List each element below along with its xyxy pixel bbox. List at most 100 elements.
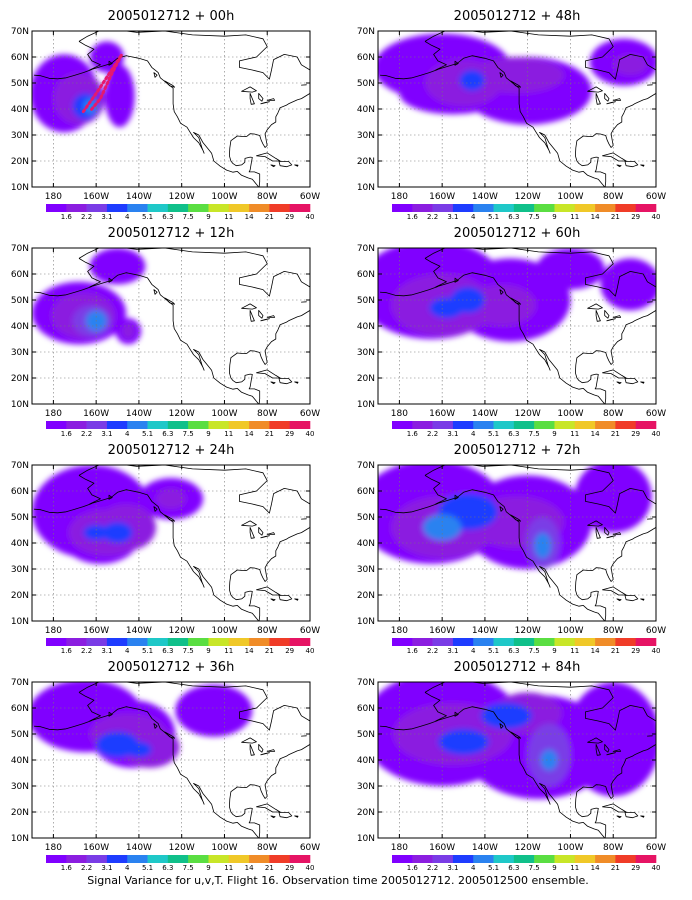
coastline-segment — [311, 730, 325, 742]
coastline-segment — [241, 86, 257, 93]
variance-contour — [480, 702, 532, 729]
lat-label: 30N — [357, 782, 375, 792]
colorbar-label: 7.5 — [183, 647, 194, 655]
colorbar-label: 9 — [552, 864, 556, 872]
coastline — [380, 31, 671, 187]
colorbar-swatch — [208, 638, 230, 646]
lat-label: 20N — [11, 808, 29, 818]
coastline-segment — [510, 731, 521, 739]
lon-label: 100W — [211, 409, 237, 419]
colorbar-label: 9 — [552, 430, 556, 438]
lon-label: 140W — [126, 192, 152, 202]
lat-label: 70N — [357, 461, 375, 471]
coastline-segment — [499, 506, 504, 512]
coastline-segment — [260, 101, 270, 105]
lat-label: 30N — [11, 348, 29, 358]
colorbar-swatch — [86, 638, 108, 646]
map-panel: 2005012712 + 12h 10N 20N 30N 40N 50N 60N 70N 180… — [11, 226, 320, 438]
colorbar: 1.6 2.2 3.1 4 5.1 6.3 7.5 9 11 14 21 29 40 — [46, 855, 314, 872]
coastline-segment — [278, 161, 293, 168]
colorbar-swatch — [228, 204, 250, 212]
variance-contour — [422, 514, 462, 541]
lon-label: 80W — [603, 626, 623, 636]
coastline-segment — [612, 98, 622, 101]
map-panel: 2005012712 + 36h 10N 20N 30N 40N 50N 60N 70N 180… — [11, 660, 325, 872]
colorbar-label: 3.1 — [101, 864, 112, 872]
coastline-segment — [424, 465, 656, 514]
colorbar-swatch — [452, 204, 474, 212]
map-panel: 2005012712 + 24h 10N 20N 30N 40N 50N 60N 70N 180… — [11, 443, 325, 655]
lat-label: 40N — [11, 105, 29, 115]
variance-contour — [83, 524, 109, 541]
colorbar-label: 3.1 — [447, 864, 458, 872]
colorbar: 1.6 2.2 3.1 4 5.1 6.3 7.5 9 11 14 21 29 40 — [392, 204, 660, 221]
colorbar-swatch — [452, 855, 474, 863]
lat-label: 50N — [357, 79, 375, 89]
colorbar-swatch — [127, 638, 148, 646]
colorbar-swatch — [493, 855, 515, 863]
colorbar-swatch — [412, 204, 433, 212]
colorbar-label: 2.2 — [81, 647, 92, 655]
coastline-segment — [78, 475, 260, 621]
colorbar-swatch — [432, 204, 454, 212]
lat-label: 30N — [357, 565, 375, 575]
coastline-segment — [228, 744, 310, 838]
coastline-segment — [241, 303, 257, 310]
lat-label: 10N — [11, 617, 29, 627]
lon-label: 140W — [126, 626, 152, 636]
colorbar-label: 6.3 — [162, 430, 173, 438]
colorbar-label: 4 — [471, 647, 476, 655]
lon-label: 120W — [169, 409, 195, 419]
lon-label: 80W — [603, 409, 623, 419]
panel-title: 2005012712 + 72h — [454, 443, 581, 458]
colorbar-swatch — [269, 638, 290, 646]
colorbar-swatch — [595, 638, 616, 646]
coastline-segment — [657, 79, 671, 91]
colorbar-swatch — [534, 421, 555, 429]
coastline-segment — [249, 527, 255, 539]
colorbar-swatch — [412, 421, 433, 429]
colorbar-swatch — [392, 421, 413, 429]
coastline-segment — [294, 598, 299, 601]
colorbar-swatch — [473, 421, 494, 429]
coastline-segment — [108, 494, 113, 500]
colorbar-label: 4 — [471, 430, 476, 438]
coastline-segment — [604, 309, 610, 319]
coastline-segment — [606, 535, 616, 539]
colorbar-swatch — [167, 204, 189, 212]
coastline-segment — [153, 506, 158, 512]
colorbar-swatch — [473, 204, 494, 212]
lat-label: 10N — [11, 400, 29, 410]
colorbar-swatch — [208, 421, 230, 429]
colorbar-label: 21 — [611, 864, 620, 872]
coastline-segment — [510, 80, 521, 88]
lon-label: 160W — [83, 626, 109, 636]
lon-label: 60W — [646, 409, 666, 419]
coastline-segment — [78, 258, 260, 404]
coastline-segment — [258, 93, 264, 102]
lat-label: 10N — [11, 834, 29, 844]
colorbar-swatch — [86, 421, 108, 429]
lat-label: 50N — [11, 296, 29, 306]
colorbar-swatch — [289, 638, 311, 646]
coastline-segment — [595, 309, 601, 322]
coastline-segment — [595, 527, 601, 539]
colorbar-label: 29 — [631, 213, 640, 221]
coastline-segment — [78, 692, 260, 838]
coastline-segment — [78, 248, 310, 297]
variance-contour — [175, 684, 253, 737]
variance-contour — [613, 54, 648, 76]
colorbar-label: 3.1 — [447, 430, 458, 438]
coastline-segment — [78, 465, 310, 514]
lon-label: 180 — [45, 626, 62, 636]
panel-title: 2005012712 + 24h — [108, 443, 235, 458]
colorbar-swatch — [208, 204, 230, 212]
variance-contour — [429, 297, 464, 319]
lat-label: 70N — [11, 678, 29, 688]
lon-label: 160W — [429, 409, 455, 419]
lon-label: 60W — [646, 192, 666, 202]
lat-label: 20N — [357, 374, 375, 384]
coastline-segment — [575, 93, 656, 187]
colorbar-swatch — [127, 204, 148, 212]
coastline-segment — [311, 513, 325, 525]
